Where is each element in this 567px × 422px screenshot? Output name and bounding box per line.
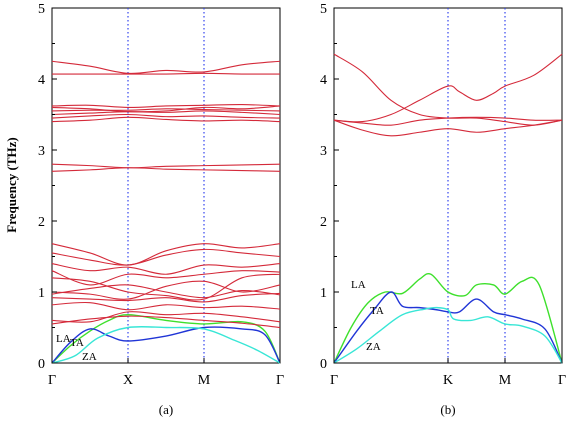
y-tick-label: 3 — [320, 144, 327, 159]
optical-branch — [51, 284, 281, 299]
optical-branch — [51, 248, 281, 266]
optical-branch — [51, 311, 281, 323]
panel-b: 0 1 2 3 4 5 Γ K M Γ LA TA ZA (b) — [320, 2, 566, 417]
x-tick-label: Γ — [558, 373, 566, 388]
y-ticks: 0 1 2 3 4 5 — [320, 2, 339, 372]
optical-branch — [51, 110, 281, 116]
optical-branch — [51, 292, 281, 303]
ZA-branch — [51, 325, 281, 364]
optical-branch — [51, 273, 281, 301]
y-tick-label: 0 — [320, 357, 327, 372]
optical-branch — [51, 105, 281, 113]
x-tick-label: Γ — [330, 373, 338, 388]
label-LA: LA — [351, 279, 366, 291]
optical-branch — [333, 53, 563, 126]
optical-branch — [51, 116, 281, 123]
y-tick-label: 3 — [38, 144, 45, 159]
ZA-branch — [333, 306, 563, 364]
y-tick-label: 1 — [38, 286, 45, 301]
TA-branch — [333, 291, 563, 364]
LA-branch — [333, 272, 563, 364]
plot-frame — [51, 7, 281, 364]
x-tick-label: M — [198, 373, 211, 388]
optical-branch — [51, 280, 281, 300]
optical-branch — [51, 263, 281, 275]
guide-lines — [127, 8, 205, 363]
optical-branch — [51, 103, 281, 108]
label-ZA: ZA — [366, 341, 381, 353]
optical-branch — [51, 113, 281, 119]
y-axis-label: Frequency (THz) — [4, 137, 19, 232]
x-tick-label: X — [123, 373, 133, 388]
optical-branch — [51, 108, 281, 112]
label-LA: LA — [56, 333, 71, 345]
y-tick-label: 0 — [38, 357, 45, 372]
y-tick-label: 5 — [320, 2, 327, 17]
optical-branch — [51, 315, 281, 329]
dispersion-curves — [51, 60, 281, 364]
optical-branch — [51, 270, 281, 286]
optical-branch — [333, 53, 563, 123]
x-tick-label: Γ — [48, 373, 56, 388]
y-tick-label: 4 — [320, 73, 327, 88]
y-tick-label: 2 — [38, 215, 45, 230]
y-tick-label: 2 — [320, 215, 327, 230]
optical-branch — [51, 167, 281, 172]
panel-a: 0 1 2 3 4 5 Γ X M Γ LA TA ZA (a) — [38, 2, 284, 417]
label-TA: TA — [370, 305, 384, 317]
x-tick-label: K — [443, 373, 453, 388]
guide-lines — [447, 8, 506, 363]
dispersion-curves — [333, 53, 563, 364]
panel-b-label: (b) — [440, 402, 455, 417]
optical-branch — [333, 119, 563, 137]
optical-branch — [51, 243, 281, 266]
x-tick-label: M — [499, 373, 512, 388]
y-ticks: 0 1 2 3 4 5 — [38, 2, 57, 372]
optical-branch — [51, 301, 281, 311]
optical-branch — [51, 163, 281, 169]
TA-branch — [51, 326, 281, 364]
optical-branch — [52, 72, 281, 75]
label-ZA: ZA — [82, 351, 97, 363]
y-tick-label: 1 — [320, 286, 327, 301]
y-tick-label: 5 — [38, 2, 45, 17]
y-tick-label: 4 — [38, 73, 45, 88]
optical-branch — [51, 60, 281, 74]
x-tick-label: Γ — [276, 373, 284, 388]
panel-a-label: (a) — [159, 402, 173, 417]
label-TA: TA — [70, 337, 84, 349]
